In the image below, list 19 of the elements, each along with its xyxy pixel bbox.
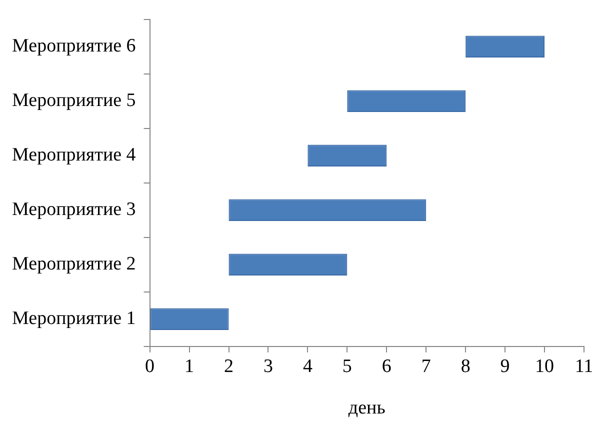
y-tick-label: Мероприятие 5	[12, 90, 136, 112]
x-tick-label: 10	[535, 356, 554, 377]
y-tick-label: Мероприятие 4	[12, 144, 136, 166]
x-tick-label: 4	[302, 356, 313, 377]
x-tick-label: 8	[460, 356, 470, 377]
x-tick-label: 7	[421, 356, 431, 377]
x-tick-label: 2	[224, 356, 234, 377]
x-tick-label: 5	[342, 356, 352, 377]
x-tick-label: 6	[382, 356, 392, 377]
y-tick-label: Мероприятие 3	[12, 199, 136, 220]
x-tick-label: 0	[145, 356, 155, 377]
x-axis-title: день	[348, 398, 386, 419]
x-tick-label: 1	[184, 356, 194, 377]
x-tick-label: 3	[263, 356, 273, 377]
y-tick-label: Мероприятие 2	[12, 254, 136, 275]
x-tick-label: 9	[500, 356, 510, 377]
x-tick-label: 11	[574, 356, 594, 377]
y-tick-label: Мероприятие 6	[12, 36, 136, 57]
y-tick-label: Мероприятие 1	[12, 308, 136, 330]
